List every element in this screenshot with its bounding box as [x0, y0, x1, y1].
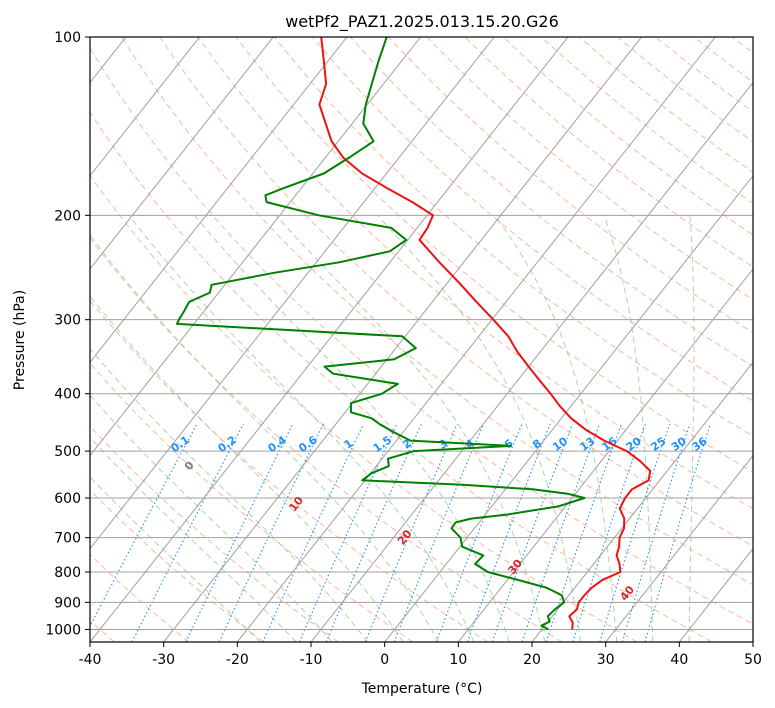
x-tick-label: 10: [449, 652, 467, 668]
isotherm-line: [90, 37, 495, 550]
moist-adiabat-line: [90, 348, 369, 642]
moist-adiabat-line: [275, 214, 546, 642]
dry-adiabat-line: [90, 174, 638, 642]
y-tick-label: 700: [54, 531, 81, 547]
isotherm-line: [384, 174, 753, 642]
isotherm-line: [163, 37, 642, 642]
mixing-ratio-line: [90, 423, 198, 628]
moist-adiabat-line: [90, 234, 439, 642]
chart-title: wetPf2_PAZ1.2025.013.15.20.G26: [285, 12, 559, 32]
profile-lines: [176, 37, 652, 631]
x-tick-label: 40: [670, 652, 688, 668]
moist-adiabat-line: [688, 215, 695, 642]
mixing-ratio-line: [364, 423, 458, 642]
y-tick-label: 200: [54, 208, 81, 224]
moist-adiabat-line: [90, 476, 261, 642]
y-tick-label: 500: [54, 444, 81, 460]
mixing-ratio-line: [218, 423, 324, 642]
isotherm-line: [90, 37, 274, 270]
background-lines: [90, 37, 753, 642]
moist-adiabat-line: [603, 215, 654, 642]
isotherm-line: [605, 454, 753, 642]
mixing-ratio-line: [131, 423, 244, 642]
dewpoint-profile-line: [176, 37, 586, 631]
mixing-ratio-line: [466, 423, 551, 642]
mixing-ratio-line: [185, 423, 294, 642]
mixing-ratio-line: [325, 423, 422, 642]
isotherm-line: [90, 37, 569, 642]
mixing-ratio-line: [298, 423, 398, 642]
y-tick-label: 900: [54, 595, 81, 611]
x-tick-label: -20: [226, 652, 249, 668]
moist-adiabat-line: [128, 214, 475, 642]
dry-adiabat-line: [90, 237, 563, 642]
dry-adiabat-line: [350, 37, 753, 368]
isotherm-line: [236, 37, 716, 642]
moist-adiabat-line: [377, 214, 582, 642]
dry-adiabat-line: [121, 37, 753, 586]
y-tick-label: 300: [54, 313, 81, 329]
x-tick-label: 50: [744, 652, 762, 668]
isotherm-line: [457, 268, 753, 642]
moist-adiabat-line: [494, 215, 618, 642]
x-tick-label: -10: [300, 652, 323, 668]
dry-adiabat-line: [90, 425, 339, 642]
moist-adiabat-line: [90, 295, 404, 642]
dry-adiabat-line: [90, 299, 488, 642]
dry-adiabat-line: [235, 37, 753, 473]
dry-adiabat-line: [159, 37, 753, 547]
mixing-ratio-line: [644, 423, 711, 642]
isotherm-line: [310, 81, 753, 642]
x-tick-label: -30: [152, 652, 175, 668]
dry-adiabat-line: [197, 37, 753, 510]
dry-adiabat-line: [90, 111, 712, 642]
temperature-profile-line: [318, 37, 652, 630]
isotherm-line: [90, 37, 200, 177]
mixing-ratio-line: [435, 423, 523, 642]
x-tick-label: 30: [597, 652, 615, 668]
plot-background: [90, 37, 753, 642]
isotherm-line: [90, 37, 421, 457]
y-tick-label: 600: [54, 491, 81, 507]
x-tick-label: 20: [523, 652, 541, 668]
plot-frame: [89, 36, 754, 643]
y-tick-label: 100: [54, 30, 81, 46]
x-tick-label: 0: [380, 652, 389, 668]
y-axis-ticks: 100 200 300 400 500 600 700 800 900 1000: [45, 30, 90, 638]
isotherm-line: [90, 37, 348, 364]
mixing-ratio-line: [491, 423, 574, 642]
mixing-ratio-line: [393, 423, 485, 642]
x-axis-ticks: -40 -30 -20 -10 0 10 20 30 40 50: [79, 642, 762, 668]
x-axis-label: Temperature (°C): [361, 681, 483, 697]
y-axis-label: Pressure (hPa): [12, 290, 28, 390]
isotherm-line: [531, 361, 753, 642]
isotherm-line: [752, 641, 753, 642]
mixing-ratio-line: [521, 423, 601, 642]
x-tick-label: -40: [79, 652, 102, 668]
mixing-ratio-line: [262, 423, 364, 642]
y-tick-label: 1000: [45, 622, 81, 638]
y-tick-label: 800: [54, 565, 81, 581]
dry-adiabat-line: [312, 37, 753, 402]
dry-adiabat-line: [90, 554, 190, 642]
moist-adiabat-line: [90, 394, 333, 642]
dry-adiabat-line: [90, 47, 753, 625]
dry-adiabat-line: [273, 37, 753, 437]
y-tick-label: 400: [54, 387, 81, 403]
